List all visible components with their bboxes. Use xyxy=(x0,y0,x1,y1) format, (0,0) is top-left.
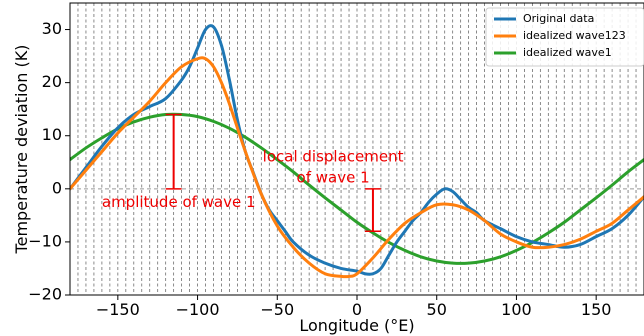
x-tick-label: −150 xyxy=(96,300,140,319)
y-tick-label: −20 xyxy=(28,285,62,304)
annotation-label: local displacement xyxy=(263,147,404,165)
y-tick-label: 0 xyxy=(52,178,62,197)
annotations-layer: amplitude of wave 1 local displacement of … xyxy=(102,113,404,233)
annotation-label: amplitude of wave 1 xyxy=(102,193,256,211)
series-line-2 xyxy=(70,56,644,279)
legend-box xyxy=(485,7,644,67)
y-axis-label: Temperature deviation (K) xyxy=(12,45,31,255)
x-tick-label: 50 xyxy=(427,300,447,319)
x-tick-label: 0 xyxy=(352,300,362,319)
y-tick-label: 20 xyxy=(42,72,62,91)
x-axis-label: Longitude (°E) xyxy=(299,316,414,335)
y-tick-label: 30 xyxy=(42,19,62,38)
y-tick-label: 10 xyxy=(42,125,62,144)
legend-entry: idealized wave1 xyxy=(523,46,612,59)
annotation-label: of wave 1 xyxy=(297,169,370,187)
series-line-1 xyxy=(70,24,644,276)
x-tick-label: −100 xyxy=(176,300,220,319)
legend-entry: Original data xyxy=(523,12,594,25)
y-tick-label: −10 xyxy=(28,231,62,250)
x-tick-label: 150 xyxy=(581,300,612,319)
x-tick-label: 100 xyxy=(501,300,532,319)
legend-entry: idealized wave123 xyxy=(523,29,626,42)
x-tick-label: −50 xyxy=(260,300,294,319)
legend: Original data idealized wave123 idealized … xyxy=(485,7,644,67)
